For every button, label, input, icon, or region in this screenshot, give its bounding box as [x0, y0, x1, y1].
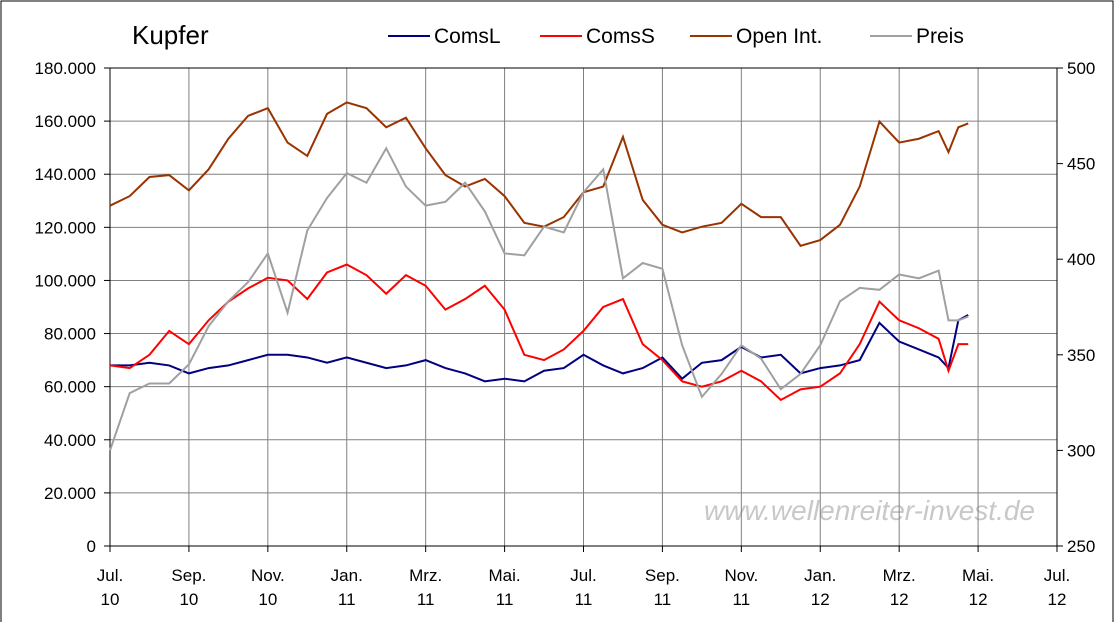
x-tick-label: Jul. 12: [1044, 566, 1070, 609]
y-tick-label: 60.000: [44, 378, 96, 397]
x-tick-label: Sep. 10: [171, 566, 206, 609]
line-series: [109, 146, 969, 451]
y-tick-label: 20.000: [44, 484, 96, 503]
x-tick-label: Jul. 10: [97, 566, 123, 609]
y-tick-label: 180.000: [35, 59, 96, 78]
legend-label: Open Int.: [736, 25, 822, 48]
y-tick-label: 120.000: [35, 218, 96, 237]
line-series: [110, 314, 969, 383]
y2-tick-label: 400: [1067, 250, 1095, 269]
y-tick-label: 100.000: [35, 271, 96, 290]
y-tick-label: 140.000: [35, 165, 96, 184]
y2-tick-label: 500: [1067, 59, 1095, 78]
watermark: www.wellenreiter-invest.de: [704, 495, 1035, 526]
line-series: [109, 101, 969, 247]
line-series: [109, 263, 969, 402]
x-tick-label: Sep. 11: [645, 566, 680, 609]
y2-tick-label: 300: [1067, 441, 1095, 460]
y-tick-label: 80.000: [44, 325, 96, 344]
legend-label: ComsL: [434, 25, 501, 48]
y-tick-label: 160.000: [35, 112, 96, 131]
x-tick-label: Nov. 11: [724, 566, 758, 609]
x-tick-label: Mai. 12: [962, 566, 994, 609]
y2-tick-label: 250: [1067, 537, 1095, 556]
legend-label: Preis: [916, 25, 964, 48]
x-tick-label: Jul. 11: [570, 566, 596, 609]
x-tick-label: Mrz. 12: [883, 566, 916, 609]
x-tick-label: Nov. 10: [251, 566, 285, 609]
y-tick-label: 0: [87, 537, 96, 556]
x-tick-label: Jan. 12: [804, 566, 836, 609]
y2-tick-label: 450: [1067, 155, 1095, 174]
plot-area: [109, 67, 1058, 547]
y-tick-label: 40.000: [44, 431, 96, 450]
chart-title: Kupfer: [132, 20, 209, 50]
x-tick-label: Mai. 11: [489, 566, 521, 609]
legend-label: ComsS: [586, 25, 655, 48]
y2-tick-label: 350: [1067, 346, 1095, 365]
x-tick-label: Jan. 11: [331, 566, 363, 609]
x-tick-label: Mrz. 11: [409, 566, 442, 609]
